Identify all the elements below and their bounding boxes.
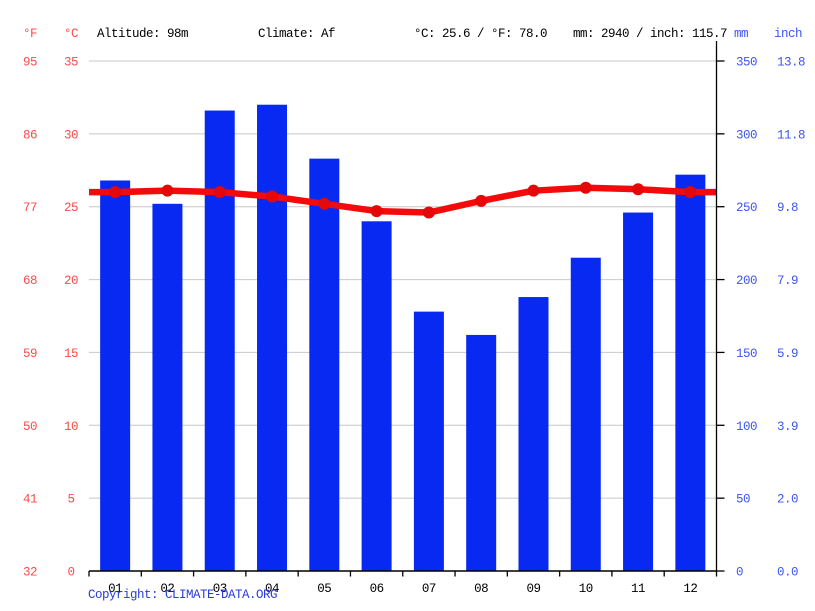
temp-c-tick-25: 25 [64, 201, 78, 215]
precipitation-bar-07 [413, 311, 444, 571]
temperature-points [109, 181, 697, 219]
precip-inch-tick-0.0: 0.0 [777, 566, 798, 580]
temp-f-tick-32: 32 [23, 566, 37, 580]
month-label-09: 09 [526, 582, 540, 596]
gridlines [89, 60, 717, 499]
temperature-summary: °C: 25.6 / °F: 78.0 [414, 27, 548, 41]
altitude-label: Altitude: 98m [97, 27, 189, 41]
temperature-line [89, 184, 717, 216]
precip-inch-tick-3.9: 3.9 [777, 420, 798, 434]
precipitation-bars [100, 104, 706, 572]
precip-inch-tick: 13.8 11.8 9.8 7.9 5.9 3.9 2.0 0.0 [777, 56, 806, 580]
precipitation-bar-03 [204, 110, 235, 572]
celsius-axis-title: °C [63, 27, 79, 41]
month-label-06: 06 [370, 582, 384, 596]
precipitation-summary: mm: 2940 / inch: 115.7 [573, 27, 728, 41]
temp-c-tick-10: 10 [64, 420, 78, 434]
precip-mm-tick-350: 350 [736, 56, 757, 70]
precipitation-bar-11 [623, 212, 654, 572]
temperature-point-03 [213, 186, 226, 199]
month-label-05: 05 [317, 582, 331, 596]
axes [88, 41, 725, 577]
precipitation-bar-10 [570, 257, 601, 571]
precip-inch-tick-7.9: 7.9 [777, 274, 798, 288]
temp-f-tick: 95 86 77 68 59 50 41 32 [23, 56, 38, 580]
month-labels: 01 02 03 04 05 06 07 08 09 10 11 12 [108, 582, 698, 596]
precip-mm-tick-100: 100 [736, 420, 757, 434]
temperature-point-08 [475, 194, 488, 207]
month-label-03: 03 [213, 582, 227, 596]
precip-mm-tick-250: 250 [736, 201, 757, 215]
temp-f-tick-95: 95 [23, 56, 37, 70]
precipitation-bar-12 [675, 174, 706, 571]
temperature-point-06 [370, 205, 383, 218]
precipitation-bar-01 [100, 180, 131, 571]
fahrenheit-axis-title: °F [22, 27, 38, 41]
precip-inch-tick-11.8: 11.8 [777, 128, 805, 142]
month-label-02: 02 [160, 582, 174, 596]
precip-mm-tick-200: 200 [736, 274, 757, 288]
precipitation-bar-04 [257, 104, 288, 571]
temp-c-tick-5: 5 [67, 493, 74, 507]
temperature-point-07 [422, 206, 435, 219]
temperature-point-01 [109, 186, 122, 199]
precip-mm-tick-300: 300 [736, 128, 757, 142]
inch-axis-title: inch [774, 27, 803, 41]
mm-axis-title: mm [734, 27, 749, 41]
temp-c-tick: 35 30 25 20 15 10 5 0 [64, 56, 79, 580]
month-label-04: 04 [265, 582, 279, 596]
temp-c-tick-35: 35 [64, 56, 78, 70]
temperature-point-04 [266, 190, 279, 203]
precip-inch-tick-5.9: 5.9 [777, 347, 798, 361]
month-label-01: 01 [108, 582, 122, 596]
temp-c-tick-0: 0 [67, 566, 74, 580]
month-label-07: 07 [422, 582, 436, 596]
temp-c-tick-30: 30 [64, 128, 78, 142]
temperature-point-02 [161, 184, 174, 197]
temp-c-tick-20: 20 [64, 274, 78, 288]
precip-mm-tick: 350 300 250 200 150 100 50 0 [736, 56, 758, 580]
temperature-point-12 [684, 186, 697, 199]
temp-f-tick-59: 59 [23, 347, 37, 361]
precip-inch-tick-2.0: 2.0 [777, 493, 798, 507]
month-label-10: 10 [579, 582, 593, 596]
precip-mm-tick-150: 150 [736, 347, 757, 361]
month-label-11: 11 [631, 582, 645, 596]
precip-mm-tick-50: 50 [736, 493, 750, 507]
temperature-point-11 [632, 183, 645, 196]
precip-inch-tick-9.8: 9.8 [777, 201, 798, 215]
month-label-08: 08 [474, 582, 488, 596]
temperature-point-09 [527, 184, 540, 197]
temperature-point-10 [579, 181, 592, 194]
copyright: Copyright: CLIMATE-DATA.ORG [88, 588, 278, 602]
precipitation-bar-09 [518, 297, 549, 571]
precip-inch-tick-13.8: 13.8 [777, 56, 805, 70]
month-label-12: 12 [683, 582, 697, 596]
precip-mm-tick-0: 0 [736, 566, 743, 580]
precipitation-bar-05 [309, 158, 340, 571]
temp-f-tick-77: 77 [23, 201, 37, 215]
temp-f-tick-86: 86 [23, 128, 37, 142]
temp-f-tick-68: 68 [23, 274, 37, 288]
temp-f-tick-50: 50 [23, 420, 37, 434]
copyright-prefix: Copyright: [88, 588, 166, 602]
precipitation-bar-02 [152, 203, 183, 572]
climate-label: Climate: Af [258, 27, 336, 41]
precipitation-bar-06 [361, 221, 392, 572]
temp-f-tick-41: 41 [23, 493, 37, 507]
copyright-link[interactable]: CLIMATE-DATA.ORG [165, 588, 278, 602]
precipitation-bar-08 [466, 334, 497, 571]
temp-c-tick-15: 15 [64, 347, 78, 361]
temperature-point-05 [318, 197, 331, 210]
